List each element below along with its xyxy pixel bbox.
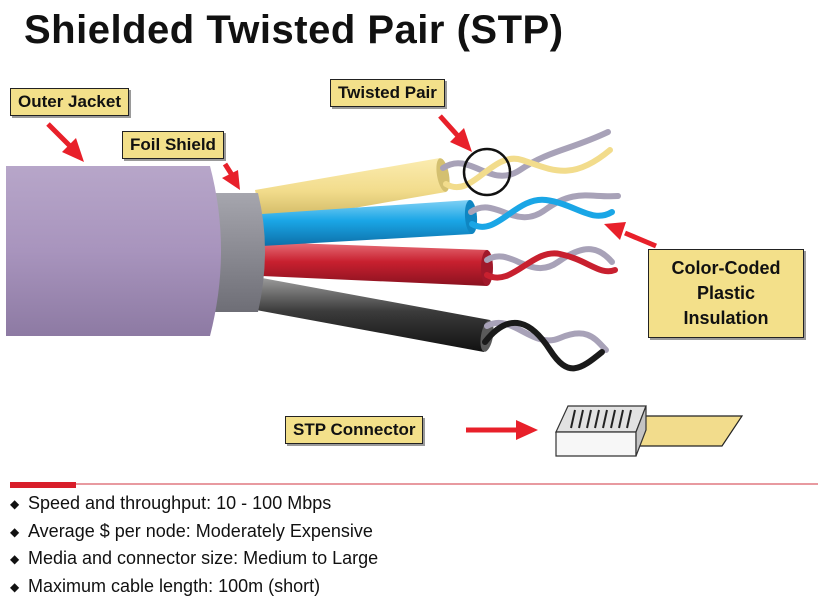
twisted-conductors	[440, 129, 621, 372]
bullet-text: Speed and throughput: 10 - 100 Mbps	[28, 493, 332, 513]
arrow-twisted-pair	[438, 114, 472, 152]
label-outer-jacket: Outer Jacket	[10, 88, 129, 116]
foil-shield	[205, 193, 265, 312]
label-color-coded-insulation: Color-Coded Plastic Insulation	[648, 249, 804, 338]
diamond-bullet-icon: ◆	[10, 497, 20, 511]
label-line: Plastic	[696, 283, 756, 303]
label-line: Color-Coded	[671, 258, 781, 278]
divider-line	[76, 483, 818, 485]
diamond-bullet-icon: ◆	[10, 579, 20, 594]
divider-accent	[10, 482, 76, 488]
label-twisted-pair: Twisted Pair	[330, 79, 445, 107]
diamond-bullet-icon: ◆	[10, 552, 20, 566]
arrow-outer-jacket	[46, 122, 84, 162]
bullet-text: Media and connector size: Medium to Larg…	[28, 548, 379, 568]
bullet-text: Maximum cable length: 100m (short)	[28, 575, 321, 596]
stp-connector-plug	[555, 405, 744, 457]
bullet-text: Average $ per node: Moderately Expensive	[28, 520, 373, 541]
arrow-foil-shield	[222, 162, 240, 190]
list-item: ◆ Media and connector size: Medium to Lar…	[10, 545, 378, 573]
diamond-bullet-icon: ◆	[10, 524, 20, 539]
list-item: ◆ Speed and throughput: 10 - 100 Mbps	[10, 490, 378, 518]
label-line: Insulation	[683, 308, 769, 328]
outer-jacket	[6, 166, 221, 336]
list-item: ◆ Average $ per node: Moderately Expensiv…	[10, 518, 378, 546]
label-foil-shield: Foil Shield	[122, 131, 224, 159]
arrows	[46, 114, 657, 440]
twist-highlight-circle	[462, 147, 512, 197]
insulated-wire-red	[262, 242, 493, 286]
spec-bullet-list: ◆ Speed and throughput: 10 - 100 Mbps ◆ Av…	[10, 490, 378, 600]
page-title: Shielded Twisted Pair (STP)	[24, 8, 564, 52]
insulated-wire-black	[256, 278, 494, 352]
arrow-stp-connector	[466, 420, 538, 440]
label-stp-connector: STP Connector	[285, 416, 424, 444]
list-item: ◆ Maximum cable length: 100m (short)	[10, 573, 378, 601]
arrow-color-coded	[604, 222, 657, 249]
